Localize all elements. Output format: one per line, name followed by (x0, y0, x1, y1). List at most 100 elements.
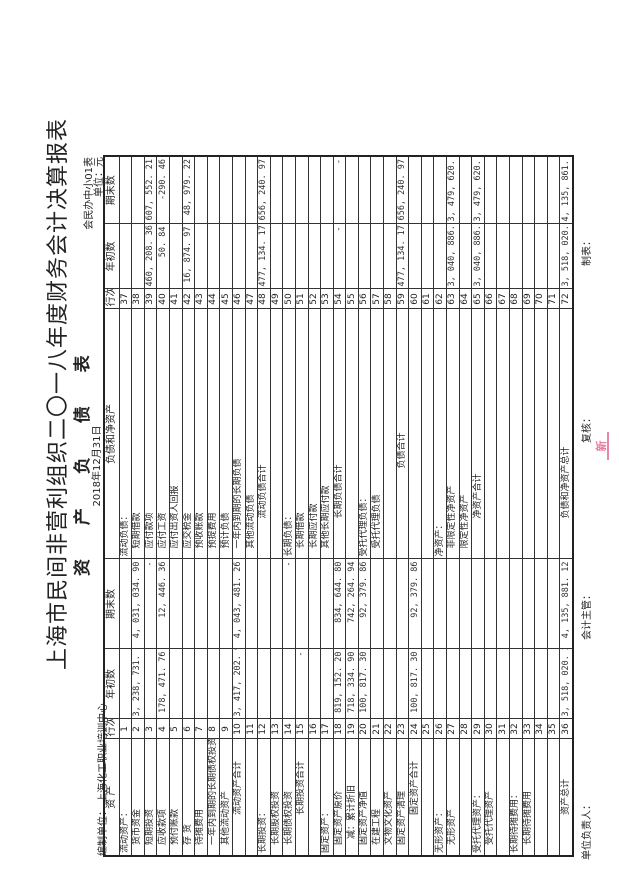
asset-label: 长期投资： (257, 739, 271, 856)
liability-label: 预提费用 (207, 309, 220, 559)
liability-end-value (270, 156, 283, 224)
liability-label: 长期负债： (282, 309, 296, 559)
liability-end-value (194, 156, 208, 224)
asset-label: 预付账款 (169, 739, 183, 856)
liability-begin-value (232, 224, 246, 289)
asset-label (547, 739, 560, 856)
table-row: 固定资产： 17 其他长期应付款 53 (320, 156, 334, 856)
liability-end-value (433, 156, 447, 224)
table-row: 长期股权投资 13 49 (270, 156, 283, 856)
asset-line-no: 26 (433, 719, 447, 739)
asset-label: 其他流动资产 (219, 739, 233, 856)
liability-end-value (496, 156, 510, 224)
asset-line-no: 34 (534, 719, 548, 739)
asset-line-no: 15 (295, 719, 308, 739)
asset-begin-value (534, 649, 548, 719)
asset-end-value (471, 559, 485, 649)
asset-begin-value (383, 649, 397, 719)
liability-end-value (232, 156, 246, 224)
asset-end-value (257, 559, 271, 649)
asset-end-value (547, 559, 560, 649)
asset-line-no: 19 (345, 719, 359, 739)
liability-end-value (484, 156, 497, 224)
liability-label: 应付工资 (156, 309, 170, 559)
asset-line-no: 21 (370, 719, 384, 739)
asset-end-value (245, 559, 258, 649)
liability-begin-value: 477, 134. 17 (396, 224, 409, 289)
liability-end-value: 3, 479, 620. 15 (471, 156, 485, 224)
asset-begin-value (119, 649, 132, 719)
liability-begin-value (408, 224, 422, 289)
asset-label: 无形资产 (446, 739, 460, 856)
liability-label: 短期借款 (131, 309, 145, 559)
asset-line-no: 30 (484, 719, 497, 739)
asset-label (534, 739, 548, 856)
header-assets: 资 产 (104, 739, 120, 856)
liability-end-value (308, 156, 321, 224)
liability-line-no: 37 (119, 289, 132, 309)
liability-end-value: 607, 552. 21 (144, 156, 157, 224)
asset-label (308, 739, 321, 856)
liability-begin-value (496, 224, 510, 289)
asset-label (421, 739, 434, 856)
table-row: 25 61 (421, 156, 434, 856)
liability-begin-value (245, 224, 258, 289)
asset-label: 固定资产原价 (333, 739, 346, 856)
asset-line-no: 28 (459, 719, 472, 739)
asset-end-value (383, 559, 397, 649)
table-body: 流动资产： 1 流动负债： 37 货币资金 2 3, 238, 731. 18 4, 031,… (119, 156, 573, 856)
liability-line-no: 58 (383, 289, 397, 309)
asset-label: 减：累计折旧 (345, 739, 359, 856)
asset-line-no: 14 (282, 719, 296, 739)
header-end: 期末数 (104, 559, 120, 649)
table-row: 35 71 (547, 156, 560, 856)
liability-line-no: 56 (358, 289, 371, 309)
asset-end-value: 4, 031, 034. 90 (131, 559, 145, 649)
liability-end-value (459, 156, 472, 224)
table-row: 长期投资合计 15- 长期借款 51 (295, 156, 308, 856)
liability-begin-value (370, 224, 384, 289)
liability-label: 一年内到期的长期负债 (232, 309, 246, 559)
liability-begin-value (345, 224, 359, 289)
liability-line-no: 49 (270, 289, 283, 309)
table-row: 28 限定性净资产 64 (459, 156, 472, 856)
table-row: 34 70 (534, 156, 548, 856)
asset-label: 长期待摊费用： (509, 739, 523, 856)
liability-begin-value (509, 224, 523, 289)
asset-begin-value (522, 649, 535, 719)
liability-line-no: 52 (308, 289, 321, 309)
liability-label: 非限定性净资产 (446, 309, 460, 559)
liability-label: 流动负债合计 (257, 309, 271, 559)
liability-label: 受托代理负债： (358, 309, 371, 559)
liability-end-value (522, 156, 535, 224)
liability-begin-value: 16, 874. 97 (182, 224, 195, 289)
liability-line-no: 55 (345, 289, 359, 309)
asset-label: 固定资产： (320, 739, 334, 856)
liability-label (509, 309, 523, 559)
asset-begin-value (270, 649, 283, 719)
liability-end-value (131, 156, 145, 224)
asset-begin-value (219, 649, 233, 719)
header-line: 行次 (104, 719, 120, 739)
asset-begin-value: - (295, 649, 308, 719)
table-row: 存 货 6 应交税金 42 16, 874. 97 48, 979. 22 (182, 156, 195, 856)
asset-begin-value (194, 649, 208, 719)
asset-line-no: 24 (408, 719, 422, 739)
liability-begin-value (547, 224, 560, 289)
asset-end-value (194, 559, 208, 649)
asset-label: 流动资产合计 (232, 739, 246, 856)
asset-begin-value (308, 649, 321, 719)
asset-end-value (446, 559, 460, 649)
asset-label: 长期待摊费用 (522, 739, 535, 856)
table-row: 短期投资 3 - 应付款项 39 460, 208. 36 607, 552. 21 (144, 156, 157, 856)
asset-end-value (522, 559, 535, 649)
table-row: 文物文化资产 22 58 (383, 156, 397, 856)
asset-line-no: 9 (219, 719, 233, 739)
asset-end-value: 4, 135, 881. 12 (559, 559, 573, 649)
table-row: 无形资产： 26 净资产： 62 (433, 156, 447, 856)
liability-begin-value (421, 224, 434, 289)
asset-end-value: 4, 043, 481. 26 (232, 559, 246, 649)
table-row: 固定资产净值 20 100, 817. 30 92, 379. 86 受托代理负债： 56 (358, 156, 371, 856)
asset-begin-value: 100, 817. 30 (408, 649, 422, 719)
asset-label (496, 739, 510, 856)
